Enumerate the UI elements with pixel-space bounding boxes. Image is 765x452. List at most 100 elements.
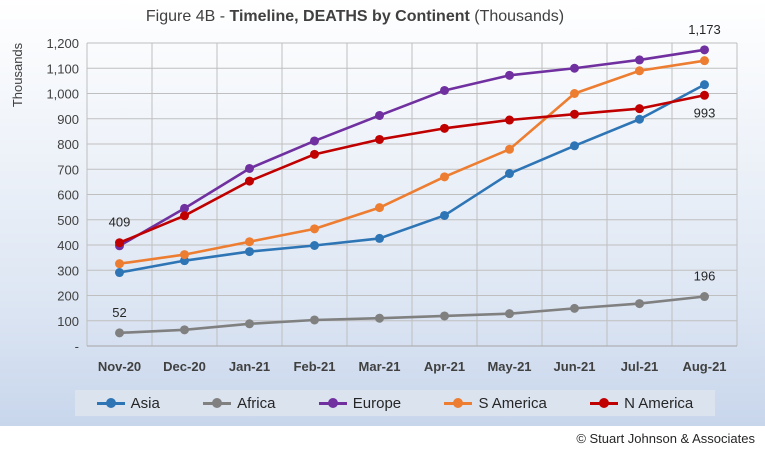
chart-title: Figure 4B - Timeline, DEATHS by Continen… — [146, 8, 564, 25]
legend-label: Europe — [352, 394, 402, 412]
data-label: 1,173 — [688, 22, 721, 37]
x-tick-label: Jun-21 — [554, 359, 596, 374]
chart-title-suffix: (Thousands) — [470, 8, 564, 25]
data-point-s-america — [115, 259, 124, 269]
data-point-asia — [115, 268, 124, 278]
x-tick-label: Nov-20 — [98, 359, 141, 374]
y-tick-label: - — [75, 339, 79, 354]
series-line-europe — [118, 48, 705, 247]
data-point-s-america — [180, 250, 189, 260]
data-point-africa — [635, 299, 644, 309]
legend-swatch — [96, 396, 125, 410]
data-point-s-america — [635, 66, 644, 76]
gridlines — [86, 42, 738, 346]
chart-title-prefix: Figure 4B - — [146, 8, 230, 25]
y-tick-label: 600 — [57, 188, 79, 203]
data-label: 409 — [109, 215, 131, 230]
series-lines — [115, 45, 709, 338]
legend-swatch — [590, 396, 619, 410]
x-tick-label: Dec-20 — [163, 359, 206, 374]
data-point-europe — [440, 85, 449, 95]
data-point-asia — [505, 169, 514, 179]
data-point-africa — [440, 311, 449, 321]
data-point-n-america — [310, 149, 319, 159]
y-axis-label: Thousands — [10, 42, 25, 107]
legend-item-s-america: S America — [444, 394, 547, 412]
y-tick-label: 700 — [57, 162, 79, 177]
x-tick-label: Jul-21 — [621, 359, 659, 374]
y-tick-label: 1,200 — [46, 36, 79, 51]
y-tick-label: 300 — [57, 263, 79, 278]
legend-item-asia: Asia — [96, 394, 160, 412]
data-point-africa — [180, 325, 189, 335]
data-point-europe — [180, 203, 189, 213]
data-point-s-america — [700, 56, 709, 66]
data-point-asia — [570, 141, 579, 151]
data-point-europe — [245, 163, 254, 173]
data-point-n-america — [635, 104, 644, 114]
y-tick-label: 900 — [57, 112, 79, 127]
legend-item-africa: Africa — [203, 395, 275, 412]
legend-label: Africa — [237, 394, 276, 412]
data-point-africa — [700, 292, 709, 302]
series-line-n-america — [119, 93, 705, 244]
data-point-s-america — [505, 144, 514, 154]
data-label: 993 — [694, 105, 716, 120]
data-point-asia — [635, 114, 644, 124]
data-point-europe — [635, 55, 644, 65]
data-point-africa — [375, 313, 384, 323]
legend-swatch — [203, 396, 232, 410]
legend-swatch — [444, 396, 473, 410]
y-tick-label: 100 — [57, 314, 79, 329]
data-point-europe — [310, 136, 319, 146]
data-point-africa — [310, 315, 319, 325]
y-tick-label: 400 — [57, 238, 79, 253]
legend-swatch — [318, 396, 347, 410]
series-line-africa — [119, 295, 705, 335]
legend-label: S America — [478, 394, 547, 412]
data-point-europe — [375, 110, 384, 120]
data-point-n-america — [505, 115, 514, 125]
legend: Asia Africa Europe S America N America — [75, 390, 715, 416]
data-point-s-america — [310, 224, 319, 234]
data-point-s-america — [570, 89, 579, 98]
chart-title-bold: Timeline, DEATHS by Continent — [230, 8, 471, 25]
data-point-n-america — [440, 123, 449, 133]
data-point-s-america — [245, 237, 254, 247]
line-chart: Figure 4B - Timeline, DEATHS by Continen… — [10, 8, 738, 374]
data-point-n-america — [180, 211, 189, 221]
data-point-n-america — [700, 90, 709, 100]
data-point-europe — [570, 63, 579, 73]
x-tick-label: Feb-21 — [294, 359, 336, 374]
legend-item-europe: Europe — [318, 394, 402, 412]
data-point-n-america — [570, 109, 579, 119]
y-tick-label: 800 — [57, 137, 79, 152]
data-point-n-america — [115, 238, 124, 248]
data-point-asia — [375, 233, 384, 243]
axes: - 100 200 300 400 500 600 700 800 900 1,000 1,100 1,… — [46, 36, 737, 374]
x-tick-label: Apr-21 — [424, 359, 465, 374]
legend-item-n-america: N America — [590, 395, 693, 412]
data-label: 196 — [694, 269, 716, 284]
series-line-s-america — [119, 59, 705, 265]
data-label: 52 — [112, 305, 126, 320]
y-tick-label: 200 — [57, 289, 79, 304]
data-point-europe — [700, 45, 709, 55]
x-tick-label: Jan-21 — [229, 359, 270, 374]
legend-label: N America — [624, 394, 694, 412]
data-point-n-america — [245, 176, 254, 186]
data-labels: 409 52 1,173 993 196 — [109, 22, 721, 320]
data-point-africa — [570, 303, 579, 313]
series-line-asia — [119, 83, 706, 274]
data-point-asia — [440, 210, 449, 220]
legend-label: Asia — [130, 394, 160, 412]
data-point-asia — [310, 241, 319, 251]
x-tick-label: Aug-21 — [682, 359, 726, 374]
data-point-s-america — [440, 172, 449, 182]
copyright-notice: © Stuart Johnson & Associates — [576, 431, 755, 446]
data-point-asia — [245, 247, 254, 257]
data-point-africa — [115, 328, 124, 338]
x-tick-label: May-21 — [487, 359, 531, 374]
y-tick-label: 1,100 — [46, 61, 79, 76]
data-point-s-america — [375, 203, 384, 213]
